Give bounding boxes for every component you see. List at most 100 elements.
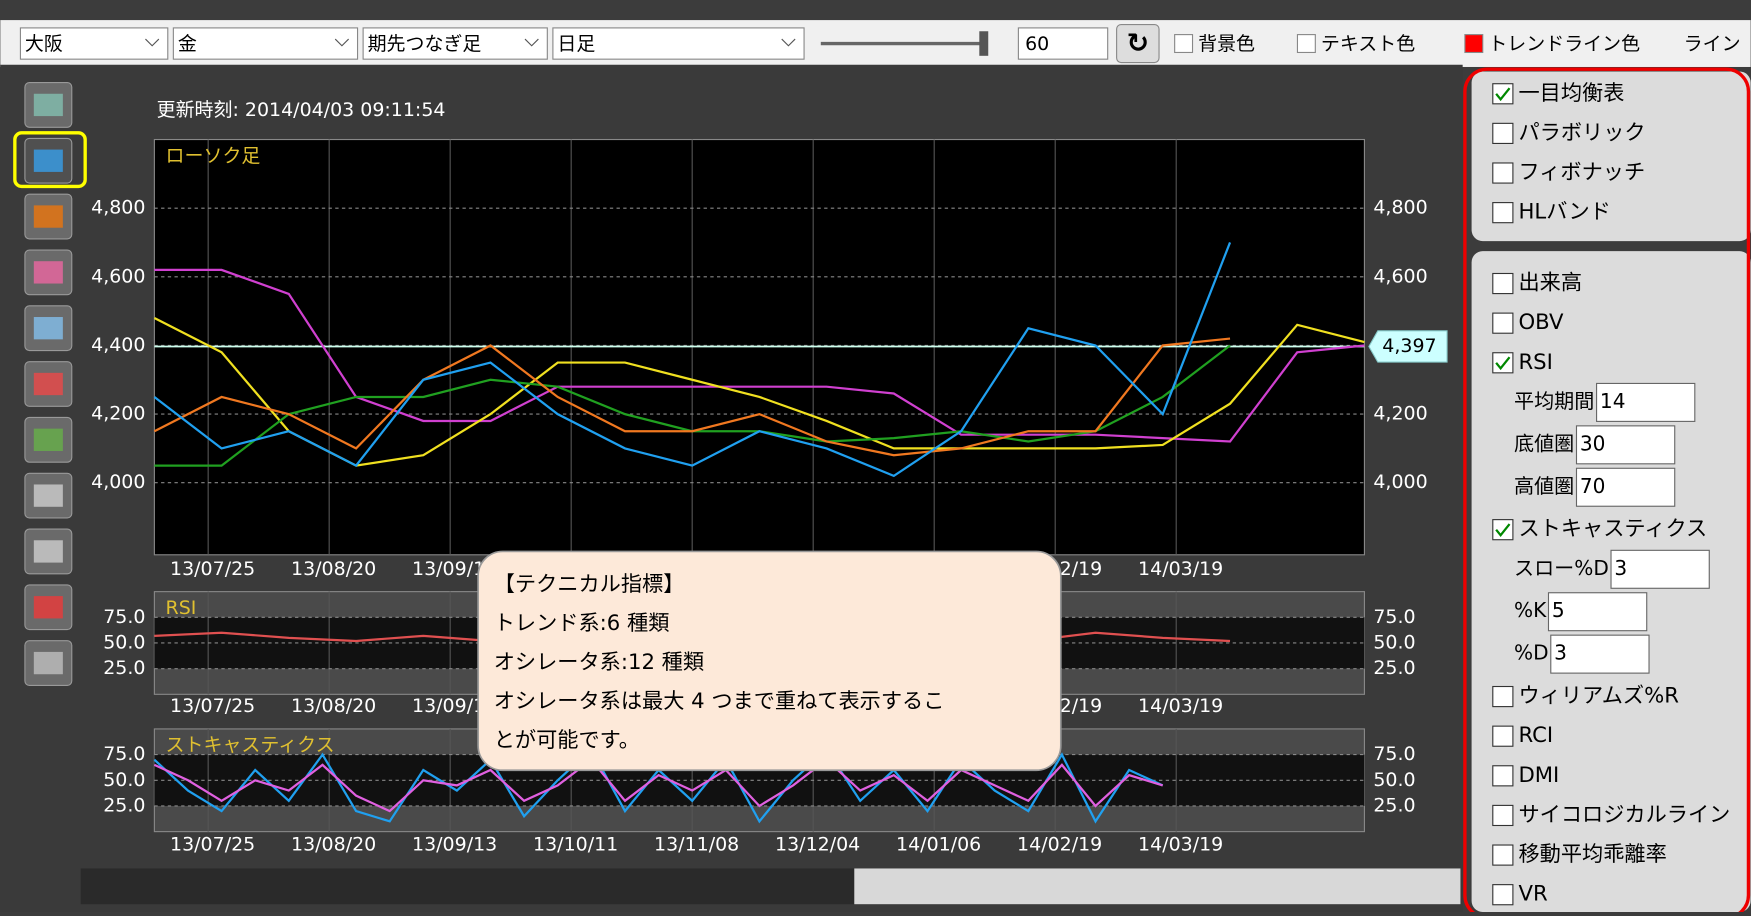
checkbox-label: サイコロジカルライン: [1518, 801, 1730, 826]
dropdown-arrow: [334, 38, 350, 47]
checkbox[interactable]: [1492, 202, 1514, 224]
tool-icon-glyph: [33, 149, 63, 172]
param-label: 高値圏: [1514, 474, 1574, 498]
slider-box: [1017, 27, 1109, 60]
checkbox[interactable]: [1492, 725, 1514, 747]
tool-icon-glyph: [33, 372, 63, 396]
checkbox[interactable]: [1492, 162, 1514, 184]
panel-title: ストキャスティクス: [166, 734, 335, 756]
color-option-label: 背景色: [1198, 33, 1255, 55]
color-option-label: テキスト色: [1321, 33, 1415, 55]
y-tick-label: 25.0: [103, 657, 145, 679]
param-label: 平均期間: [1514, 389, 1594, 413]
dropdown[interactable]: [172, 27, 359, 60]
param-input[interactable]: [1575, 467, 1676, 507]
x-tick-label: 13/09/13: [412, 558, 497, 580]
dropdown-arrow: [781, 38, 796, 47]
y-tick-label-right: 25.0: [1373, 794, 1415, 816]
dropdown-label: 日足: [557, 33, 595, 55]
checkbox[interactable]: [1492, 272, 1514, 295]
y-tick-label: 25.0: [103, 794, 145, 816]
checkbox-label: OBV: [1518, 309, 1564, 334]
y-tick-label-right: 50.0: [1373, 769, 1415, 791]
y-tick-label: 50.0: [103, 769, 145, 791]
checkbox[interactable]: [1492, 519, 1514, 541]
param-input[interactable]: [1596, 382, 1696, 422]
y-tick-label: 75.0: [103, 743, 145, 765]
x-tick-label: 13/09/13: [412, 834, 497, 856]
param-label: 底値圏: [1514, 431, 1574, 455]
param-input[interactable]: [1610, 549, 1710, 589]
checkbox-label: フィボナッチ: [1518, 159, 1645, 184]
checkbox[interactable]: [1492, 844, 1514, 866]
y-tick-label: 4,800: [91, 197, 145, 219]
param-value: 5: [1552, 598, 1565, 622]
x-tick-label: 14/03/19: [1138, 558, 1223, 580]
y-tick-label-right: 75.0: [1373, 743, 1415, 765]
y-tick-label: 4,400: [91, 334, 145, 356]
dropdown[interactable]: [19, 27, 169, 60]
y-tick-label-right: 4,200: [1373, 403, 1427, 425]
tool-icon-glyph: [33, 205, 63, 228]
checkmark: [1495, 87, 1511, 102]
tool-icon-glyph: [33, 317, 63, 340]
y-tick-label-right: 4,600: [1373, 265, 1427, 287]
checkbox-label: ウィリアムズ%R: [1518, 683, 1679, 708]
color-swatch[interactable]: [1296, 34, 1316, 54]
x-tick-label: 13/07/25: [170, 834, 255, 856]
param-input[interactable]: [1575, 425, 1676, 465]
checkbox[interactable]: [1492, 804, 1514, 827]
y-tick-label: 4,000: [91, 471, 145, 493]
checkbox[interactable]: [1492, 312, 1514, 334]
checkbox-label: パラボリック: [1518, 119, 1645, 144]
scroll-thumb[interactable]: [854, 868, 1461, 905]
dropdown[interactable]: [552, 27, 805, 60]
color-swatch[interactable]: [1174, 34, 1194, 54]
param-label: %D: [1514, 641, 1549, 665]
refresh-button[interactable]: [1116, 24, 1160, 64]
tooltip-line: トレンド系:6 種類: [494, 610, 670, 635]
x-tick-label: 13/08/20: [291, 695, 376, 717]
param-label: %K: [1514, 598, 1547, 622]
x-tick-label: 13/09/13: [412, 695, 497, 717]
checkbox[interactable]: [1492, 884, 1514, 906]
param-value: 3: [1554, 641, 1567, 665]
update-time: 更新時刻: 2014/04/03 09:11:54: [157, 99, 446, 121]
panel-title: RSI: [166, 597, 197, 619]
y-tick-label-right: 25.0: [1373, 657, 1415, 679]
checkbox[interactable]: [1492, 765, 1514, 787]
tool-icon-glyph: [33, 484, 63, 507]
dropdown-label: 大阪: [25, 33, 63, 55]
slider-thumb[interactable]: [979, 31, 989, 56]
x-tick-label: 14/03/19: [1138, 695, 1223, 717]
tooltip-line: オシレータ系は最大 4 つまで重ねて表示するこ: [494, 688, 945, 713]
tool-icon-glyph: [33, 93, 63, 117]
tool-icon-glyph: [33, 651, 63, 675]
x-tick-label: 13/07/25: [170, 695, 255, 717]
y-tick-label: 4,200: [91, 403, 145, 425]
color-option-label: トレンドライン色: [1488, 33, 1640, 55]
dropdown-arrow: [145, 38, 160, 47]
checkbox[interactable]: [1492, 352, 1514, 374]
x-tick-label: 13/07/25: [170, 558, 255, 580]
y-tick-label: 4,600: [91, 265, 145, 287]
dropdown[interactable]: [362, 27, 548, 60]
checkbox-label: DMI: [1518, 762, 1559, 787]
checkmark: [1495, 523, 1511, 538]
checkbox-label: RCI: [1518, 722, 1553, 747]
x-tick-label: 13/11/08: [654, 834, 739, 856]
checkbox[interactable]: [1492, 685, 1514, 708]
checkbox[interactable]: [1492, 83, 1514, 105]
tool-icon-glyph: [33, 428, 63, 451]
param-input[interactable]: [1547, 592, 1648, 632]
color-swatch[interactable]: [1464, 34, 1484, 54]
checkbox-label: 移動平均乖離率: [1518, 841, 1666, 866]
slider-value: 60: [1025, 33, 1049, 55]
panel-title: ローソク足: [166, 145, 261, 167]
y-tick-label-right: 4,800: [1373, 197, 1427, 219]
param-value: 14: [1600, 389, 1626, 413]
param-input[interactable]: [1550, 634, 1650, 674]
x-tick-label: 14/03/19: [1138, 834, 1223, 856]
checkbox[interactable]: [1492, 122, 1514, 144]
tooltip-line: とが可能です。: [494, 727, 640, 752]
